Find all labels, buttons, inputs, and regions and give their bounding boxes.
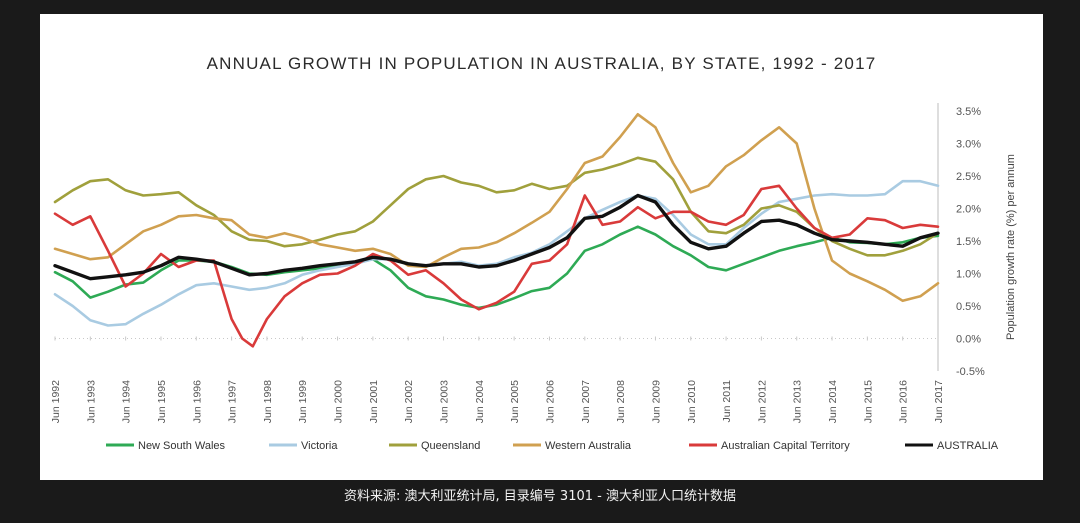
x-tick-label: Jun 2008 — [615, 380, 627, 423]
series-line-western-australia — [53, 113, 940, 303]
x-tick-label: Jun 1998 — [262, 380, 274, 423]
x-tick-label: Jun 2001 — [368, 380, 380, 423]
x-tick-label: Jun 2000 — [333, 380, 345, 423]
y-tick-label: 0.0% — [956, 334, 981, 346]
x-tick-label: Jun 2015 — [862, 380, 874, 423]
legend-label: New South Wales — [138, 440, 226, 452]
legend-label: Victoria — [301, 440, 338, 452]
x-tick-label: Jun 2006 — [544, 380, 556, 423]
x-tick-label: Jun 2011 — [721, 380, 733, 423]
x-tick-label: Jun 2002 — [403, 380, 415, 423]
x-tick-label: Jun 2005 — [509, 380, 521, 423]
y-tick-label: 0.5% — [956, 301, 981, 313]
x-tick-label: Jun 2013 — [792, 380, 804, 423]
y-tick-label: 1.5% — [956, 236, 981, 248]
y-tick-label: 3.0% — [956, 139, 981, 151]
x-tick-label: Jun 1995 — [156, 380, 168, 423]
x-tick-label: Jun 1996 — [191, 380, 203, 423]
x-tick-label: Jun 2004 — [474, 380, 486, 423]
x-tick-label: Jun 1997 — [227, 380, 239, 423]
series-line-australia — [53, 193, 940, 281]
source-note: 资料来源: 澳大利亚统计局, 目录编号 3101 - 澳大利亚人口统计数据 — [344, 489, 736, 504]
y-tick-label: 3.5% — [956, 106, 981, 118]
x-tick-label: Jun 1993 — [85, 380, 97, 423]
x-tick-label: Jun 2016 — [898, 380, 910, 423]
x-tick-label: Jun 1999 — [297, 380, 309, 423]
y-tick-label: 1.0% — [956, 269, 981, 281]
legend-label: Western Australia — [545, 440, 632, 452]
series-line-queensland — [53, 156, 940, 257]
x-tick-label: Jun 2007 — [580, 380, 592, 423]
x-tick-label: Jun 2012 — [756, 380, 768, 423]
legend-label: Australian Capital Territory — [721, 440, 850, 452]
x-tick-label: Jun 2010 — [686, 380, 698, 423]
x-tick-label: Jun 2014 — [827, 380, 839, 423]
chart-panel: ANNUAL GROWTH IN POPULATION IN AUSTRALIA… — [40, 14, 1043, 480]
x-tick-label: Jun 2009 — [650, 380, 662, 423]
legend-label: Queensland — [421, 440, 480, 452]
chart-title: ANNUAL GROWTH IN POPULATION IN AUSTRALIA… — [206, 54, 877, 73]
x-tick-label: Jun 2017 — [933, 380, 945, 423]
x-tick-label: Jun 1992 — [50, 380, 62, 423]
x-tick-label: Jun 1994 — [121, 380, 133, 423]
y-tick-label: -0.5% — [956, 366, 985, 378]
x-tick-label: Jun 2003 — [439, 380, 451, 423]
y-axis-title: Population growth rate (%) per annum — [1005, 154, 1017, 340]
y-tick-label: 2.0% — [956, 204, 981, 216]
line-chart: 3.5% 3.0% 2.5% 2.0% 1.5% 1.0% 0.5% 0.0% -0.5% Pop… — [50, 103, 1017, 452]
y-tick-label: 2.5% — [956, 171, 981, 183]
legend-label: AUSTRALIA — [937, 440, 999, 452]
